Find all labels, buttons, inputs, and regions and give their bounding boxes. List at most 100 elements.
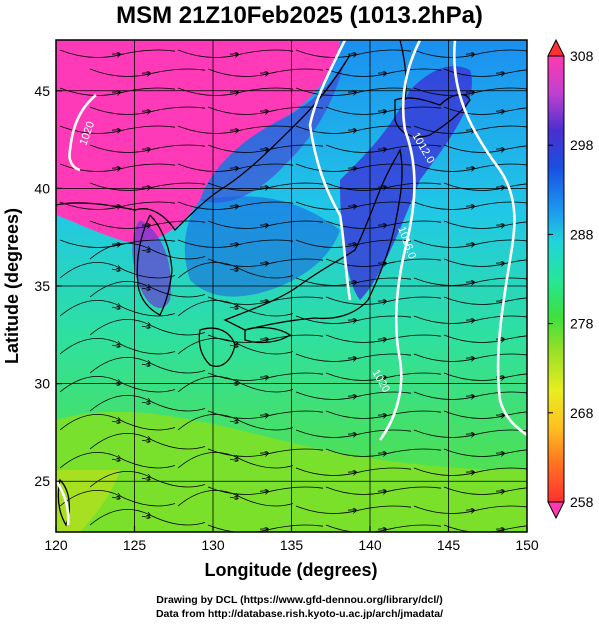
y-axis: 25 30 35 40 45	[34, 83, 62, 489]
streamline-arrow	[465, 54, 474, 55]
streamline-arrow	[347, 130, 356, 131]
coastline-hokkaido	[394, 93, 471, 138]
streamline-arrow	[259, 73, 268, 74]
streamline-arrow	[377, 377, 386, 378]
streamline-arrow	[347, 320, 356, 321]
streamline-arrow	[141, 187, 150, 188]
streamline-arrow	[141, 440, 150, 441]
colorbar: 308 298 288 278 268 258	[547, 38, 594, 520]
streamline-arrow	[465, 434, 474, 435]
streamline-arrow	[377, 225, 386, 226]
streamline-arrow	[229, 421, 238, 422]
streamline-arrow	[229, 269, 238, 270]
streamline-arrow	[229, 497, 238, 498]
streamline	[59, 490, 176, 507]
streamline	[177, 414, 294, 431]
streamline-arrow	[259, 301, 268, 302]
streamline-arrow	[111, 383, 120, 384]
streamline-arrow	[347, 206, 356, 207]
streamline-arrow	[141, 364, 150, 365]
y-tick-label: 30	[34, 376, 50, 392]
x-tick-label: 125	[123, 537, 147, 553]
streamline	[59, 452, 176, 469]
chart-title: MSM 21Z10Feb2025 (1013.2hPa)	[116, 2, 483, 29]
streamline-arrow	[229, 130, 238, 131]
streamline-arrow	[259, 339, 268, 340]
streamline-arrow	[141, 149, 150, 150]
streamline-arrow	[377, 111, 386, 112]
streamline-arrow	[111, 244, 120, 245]
streamline-arrow	[347, 54, 356, 55]
streamline-arrow	[495, 111, 504, 112]
coastline-mainland-asia	[56, 54, 351, 232]
streamline-arrow	[347, 358, 356, 359]
streamline-arrow	[111, 421, 120, 422]
streamline-arrow	[111, 307, 120, 308]
streamline-arrow	[141, 288, 150, 289]
streamline	[59, 300, 176, 317]
colorbar-tick-label: 278	[570, 316, 594, 332]
streamline	[177, 300, 294, 317]
streamline-arrow	[495, 529, 504, 530]
x-tick-label: 150	[515, 537, 539, 553]
warm-region-southwest	[56, 470, 120, 532]
isobar-1012	[308, 40, 352, 301]
streamline	[177, 452, 294, 469]
streamline-arrow	[229, 206, 238, 207]
streamline-arrow	[229, 244, 238, 245]
x-axis-title: Longitude (degrees)	[204, 560, 377, 580]
streamline-arrow	[259, 111, 268, 112]
streamline	[59, 338, 176, 355]
streamline-arrow	[141, 225, 150, 226]
streamline	[177, 338, 294, 355]
colorbar-tick-label: 298	[570, 137, 594, 153]
streamline-arrow	[141, 73, 150, 74]
streamline-arrow	[229, 168, 238, 169]
coastline-kyushu	[198, 327, 236, 367]
streamline-arrow	[229, 345, 238, 346]
x-tick-label: 145	[437, 537, 461, 553]
streamline-arrow	[111, 168, 120, 169]
streamline-arrow	[377, 453, 386, 454]
streamline-arrow	[495, 187, 504, 188]
streamline-arrow	[259, 149, 268, 150]
colorbar-tick-label: 288	[570, 226, 594, 242]
streamline	[177, 490, 294, 507]
streamline-arrow	[347, 282, 356, 283]
streamline-arrow	[495, 149, 504, 150]
x-axis: 120 125 130 135 140 145 150	[44, 526, 539, 553]
x-tick-label: 130	[201, 537, 225, 553]
y-tick-label: 25	[34, 473, 50, 489]
streamline	[59, 376, 176, 393]
streamline-arrow	[141, 250, 150, 251]
isobar-1020-east	[452, 40, 527, 437]
y-tick-label: 45	[34, 83, 50, 99]
streamline-arrow	[377, 339, 386, 340]
credit-drawing: Drawing by DCL (https://www.gfd-dennou.o…	[156, 594, 443, 606]
streamline-arrow	[229, 459, 238, 460]
streamline-arrow	[347, 396, 356, 397]
streamline-arrow	[141, 516, 150, 517]
streamline-arrow	[465, 92, 474, 93]
streamline-arrow	[495, 73, 504, 74]
streamline	[89, 433, 206, 450]
streamline-arrow	[495, 491, 504, 492]
isobar-1020-west	[68, 94, 97, 172]
y-tick-label: 40	[34, 180, 50, 196]
streamline	[177, 376, 294, 393]
y-tick-label: 35	[34, 278, 50, 294]
streamline-arrow	[465, 396, 474, 397]
streamline-arrow	[465, 206, 474, 207]
streamline-arrow	[111, 92, 120, 93]
streamline-arrow	[377, 263, 386, 264]
colorbar-tick-label: 308	[570, 48, 594, 64]
streamline-arrow	[347, 510, 356, 511]
colorbar-min-triangle	[547, 501, 565, 520]
x-tick-label: 135	[280, 537, 304, 553]
streamline-arrow	[347, 472, 356, 473]
streamline-arrow	[111, 206, 120, 207]
streamline-arrow	[465, 510, 474, 511]
streamline-arrow	[465, 244, 474, 245]
streamline-arrow	[229, 383, 238, 384]
y-axis-title: Latitude (degrees)	[2, 208, 22, 364]
